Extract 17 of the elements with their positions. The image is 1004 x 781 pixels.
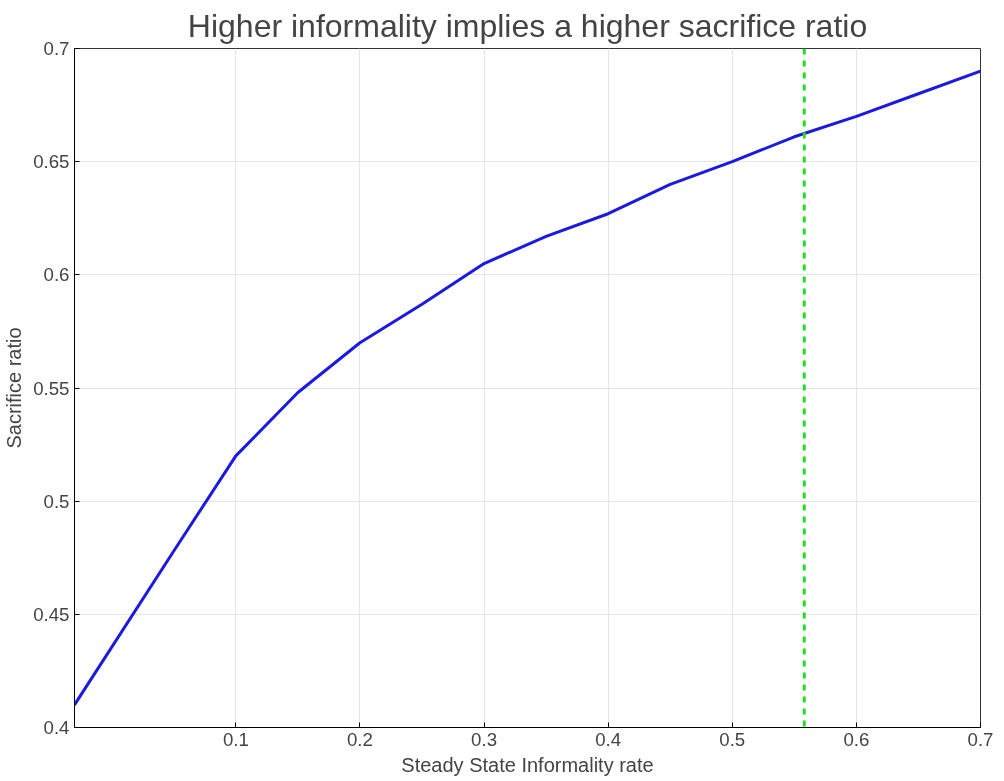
x-tick-label: 0.7: [967, 728, 994, 750]
x-tick-label: 0.1: [222, 728, 249, 750]
y-tick-label: 0.45: [33, 603, 70, 625]
y-tick-label: 0.6: [43, 264, 70, 286]
y-tick-label: 0.55: [33, 377, 70, 399]
x-tick-label: 0.5: [719, 728, 746, 750]
x-tick-label: 0.3: [471, 728, 498, 750]
chart-title: Higher informality implies a higher sacrifice ratio: [187, 7, 868, 44]
x-tick-label: 0.4: [595, 728, 622, 750]
y-tick-label: 0.7: [43, 38, 70, 59]
x-tick-label: 0.6: [843, 728, 870, 750]
y-tick-label: 0.5: [43, 490, 70, 512]
y-tick-label: 0.65: [33, 151, 70, 173]
y-axis-title: Sacrifice ratio: [3, 327, 26, 449]
x-tick-label: 0.2: [346, 728, 373, 750]
line-series: [74, 69, 981, 707]
x-axis-title: Steady State Informality rate: [401, 753, 654, 776]
